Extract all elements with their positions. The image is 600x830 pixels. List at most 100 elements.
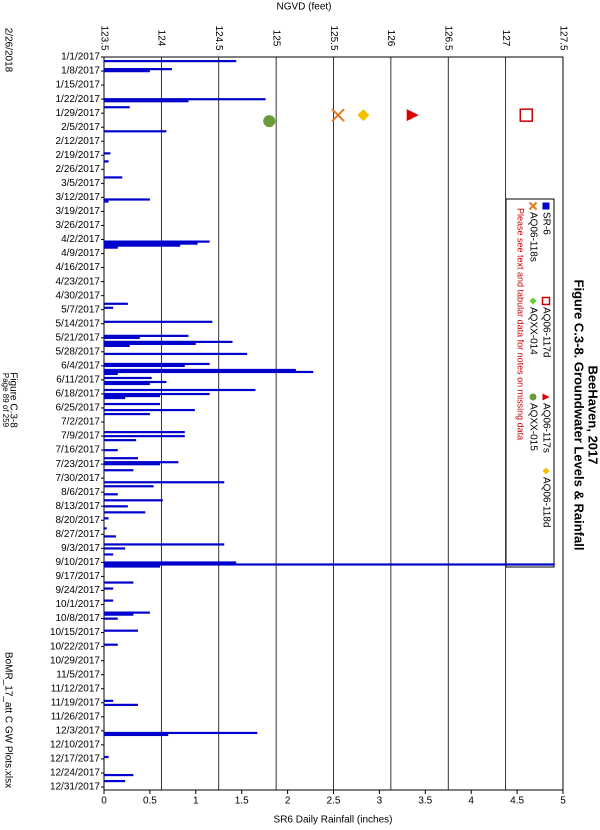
bar [104,364,185,368]
x-tick-label: 7/16/2017 [56,445,101,456]
x-tick-label: 4/30/2017 [56,290,101,301]
x-tick-label: 9/17/2017 [56,571,101,582]
x-tick-label: 2/5/2017 [61,122,100,133]
bar [104,587,114,590]
x-tick-label: 4/23/2017 [56,276,101,287]
y-tick-label: 3 [377,796,383,807]
bar [104,370,314,374]
bar [104,499,163,502]
legend-marker [529,393,537,401]
bar [104,402,160,406]
page-number: Page 89 of 259 [1,373,10,428]
legend-marker [528,201,538,211]
x-tick-label: 7/23/2017 [56,459,101,470]
x-tick-label: 9/3/2017 [61,543,100,554]
y2-tick-label: 123.5 [98,25,109,50]
bar [104,70,150,73]
bar [104,396,126,400]
marker [357,109,370,122]
bar [104,485,154,488]
x-tick-label: 5/21/2017 [56,332,101,343]
x-tick-label: 11/26/2017 [51,711,101,722]
x-tick-label: 3/5/2017 [61,178,100,189]
bar [104,152,111,155]
x-tick-label: 10/8/2017 [56,613,101,624]
y2-tick-label: 124.5 [213,25,224,50]
x-tick-label: 4/16/2017 [56,262,101,273]
x-tick-label: 7/30/2017 [56,473,101,484]
bar [104,100,189,103]
x-tick-label: 9/10/2017 [56,557,101,568]
legend-label: AQ06-117d [540,307,551,357]
bar [104,469,134,472]
x-tick-label: 4/2/2017 [61,234,100,245]
y2-tick-label: 125.5 [328,25,339,50]
bar [104,352,248,356]
file-name: BoMR_17_att C GW Plots.xlsx [2,652,13,788]
bar [104,733,169,737]
bar [104,306,114,309]
legend-label: AQ06-118d [540,477,551,527]
legend-label: AQ06-117s [540,403,551,453]
legend-note: Please see text and tabular data for not… [516,208,526,440]
y-tick-label: 0.5 [143,796,157,807]
bar [104,200,109,203]
bar [104,535,116,538]
bar [104,372,118,376]
bar [104,457,138,460]
bar [104,336,140,339]
y-tick-label: 1 [193,796,199,807]
x-tick-label: 11/12/2017 [51,683,101,694]
y-tick-label: 2 [285,796,291,807]
x-tick-label: 3/12/2017 [56,192,101,203]
bar [104,244,181,247]
bar [104,431,185,434]
x-tick-label: 1/8/2017 [61,66,100,77]
y2-axis-title: NGVD (feet) [276,2,331,13]
x-tick-label: 8/27/2017 [56,529,101,540]
bar [104,561,237,564]
y2-tick-label: 127.5 [557,25,568,50]
bar [104,362,210,366]
x-tick-label: 1/15/2017 [56,80,101,91]
legend [505,198,555,568]
bar [104,376,152,380]
print-date: 2/26/2018 [2,28,13,73]
bar [104,699,114,702]
legend-label: AQ06-118s [527,212,538,262]
bar [104,408,195,412]
bar [104,563,555,566]
y-tick-label: 3.5 [418,796,432,807]
y-axis-title: SR6 Daily Rainfall (inches) [274,815,393,826]
bar [104,392,210,396]
legend-marker [542,393,550,401]
bar [104,412,150,416]
x-tick-label: 6/11/2017 [56,375,100,386]
bar [104,517,109,520]
x-tick-label: 10/1/2017 [56,599,101,610]
bar [104,68,172,71]
bar [104,611,150,614]
bar [104,368,296,372]
y-tick-label: 4 [468,796,474,807]
bar [104,731,258,735]
bar [104,463,160,466]
bar [104,382,150,386]
y-tick-label: 5 [560,796,566,807]
x-tick-label: 11/5/2017 [56,669,100,680]
y-tick-label: 0 [101,796,107,807]
bar [104,511,146,514]
bar [104,240,210,243]
x-tick-label: 2/19/2017 [56,150,101,161]
y2-tick-label: 125 [270,30,281,47]
marker [263,115,276,128]
x-tick-label: 2/26/2017 [56,164,101,175]
bar [104,435,185,438]
y-tick-label: 2.5 [327,796,341,807]
x-tick-label: 1/29/2017 [56,108,101,119]
x-tick-label: 12/3/2017 [56,725,101,736]
bar [104,60,237,63]
legend-label: AQXX-014 [527,307,538,355]
legend-label: AQXX-015 [527,403,538,451]
